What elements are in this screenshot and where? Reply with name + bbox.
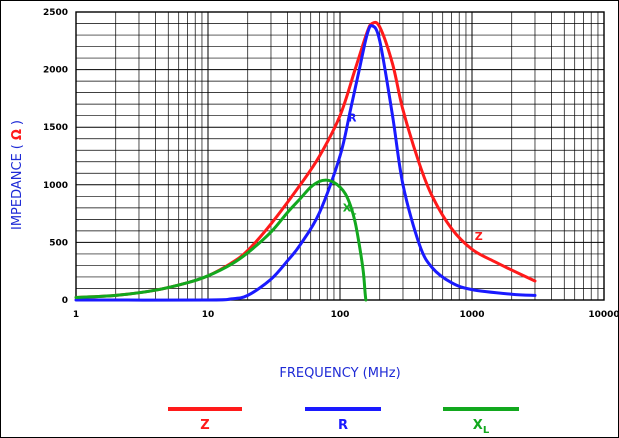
curve-x: [74, 178, 368, 302]
legend-label-text: R: [338, 418, 348, 433]
curve-label-text: R: [348, 111, 357, 124]
x-axis-title: FREQUENCY (MHz): [279, 366, 400, 381]
grid: [76, 12, 604, 300]
x-tick-label: 1000: [459, 310, 484, 320]
y-axis-title-paren-close: ): [10, 120, 25, 125]
curve-label-r: R: [348, 111, 357, 124]
y-tick-label: 2500: [43, 8, 68, 18]
curve-label-text: X: [343, 201, 352, 214]
y-axis-title-paren-open: (: [10, 144, 25, 149]
curve-label-z: Z: [475, 230, 483, 243]
curve-r: [74, 24, 537, 302]
x-tick-label: 10: [202, 310, 215, 320]
plot-border: [75, 11, 605, 301]
curve-label-x: XL: [343, 201, 357, 216]
y-axis-unit: Ω: [10, 129, 25, 140]
y-tick-labels: 0 500 1000 1500 2000 2500: [43, 8, 68, 306]
curve-label-text: Z: [475, 230, 483, 243]
curve-labels: R XL Z: [343, 111, 483, 243]
y-tick-label: 1000: [43, 181, 68, 191]
x-tick-label: 10000: [588, 310, 619, 320]
legend-label-x: XL: [473, 418, 490, 436]
y-tick-label: 0: [62, 296, 68, 306]
legend: Z R XL: [168, 407, 519, 436]
x-tick-label: 100: [331, 310, 350, 320]
legend-label-text: Z: [200, 418, 209, 433]
legend-label-z: Z: [200, 418, 209, 433]
curves: [74, 20, 537, 302]
legend-label-text: X: [473, 418, 483, 433]
legend-label-r: R: [338, 418, 348, 433]
y-axis-title-text: IMPEDANCE: [10, 153, 25, 230]
curve-label-subscript: L: [351, 207, 356, 216]
y-axis-title: IMPEDANCE ( Ω): [10, 120, 25, 230]
x-tick-labels: 1 10 100 1000 10000: [73, 310, 619, 320]
x-tick-label: 1: [73, 310, 79, 320]
y-tick-label: 500: [49, 238, 68, 248]
y-tick-label: 2000: [43, 66, 68, 76]
y-tick-label: 1500: [43, 123, 68, 133]
legend-label-subscript: L: [483, 425, 490, 436]
